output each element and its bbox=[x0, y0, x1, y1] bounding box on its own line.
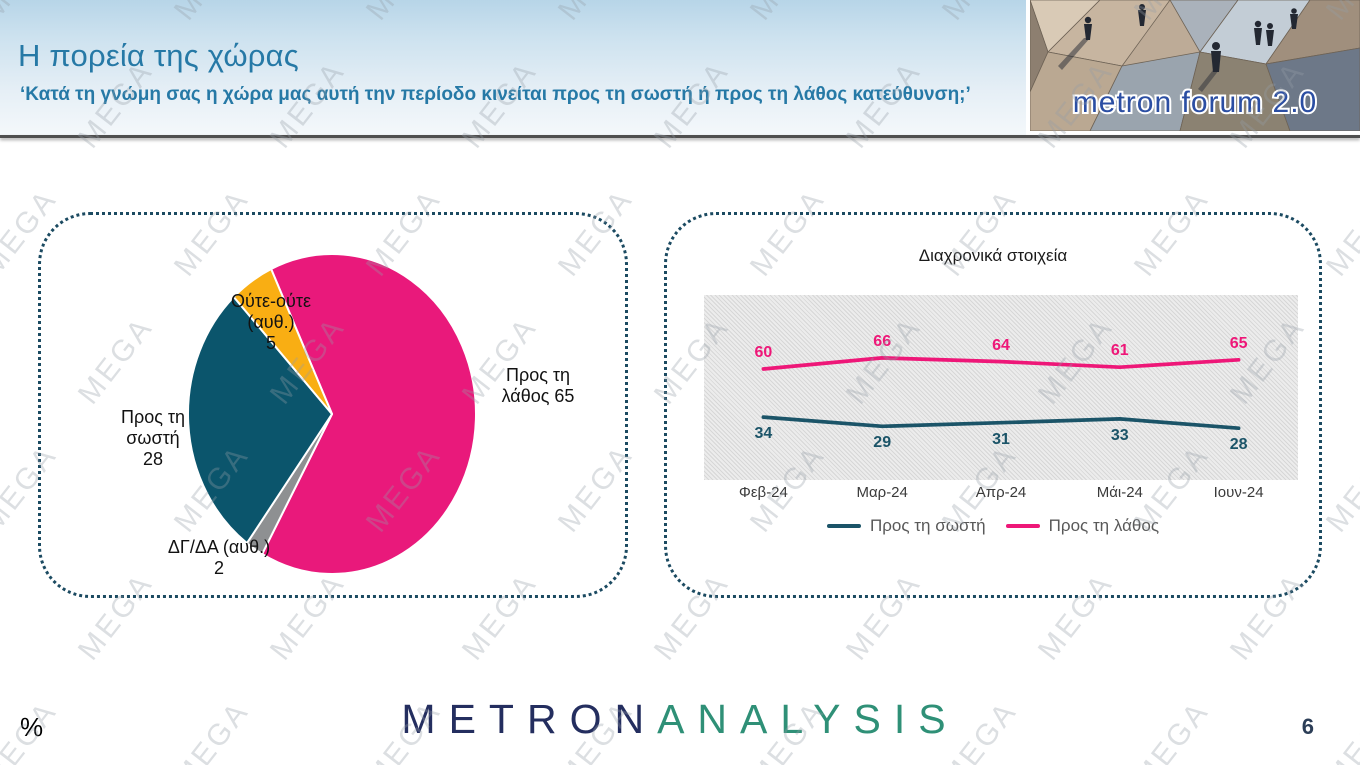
pie-label-lathos: Προς τη λάθος 65 bbox=[501, 365, 575, 406]
legend-line-lathos-icon bbox=[1005, 524, 1040, 528]
x-axis-tick-label: Απρ-24 bbox=[975, 484, 1027, 501]
metron-analysis-logo: METRONANALYSIS bbox=[0, 696, 1360, 743]
x-axis-tick-label: Μαρ-24 bbox=[856, 484, 908, 501]
pie-chart bbox=[185, 251, 479, 577]
legend-label-sosti: Προς τη σωστή bbox=[869, 516, 986, 535]
data-point-label: 28 bbox=[1229, 436, 1248, 454]
pie-panel: Ούτε-ούτε (αυθ.) 5 Προς τη λάθος 65 Προς… bbox=[38, 212, 628, 598]
plaza-photo: metron forum 2.0 bbox=[1030, 0, 1360, 131]
brand-analysis: ANALYSIS bbox=[657, 696, 959, 742]
percent-label: % bbox=[20, 712, 44, 742]
pie-slice bbox=[232, 267, 333, 415]
x-axis-tick-label: Ιουν-24 bbox=[1213, 484, 1264, 501]
page-number: 6 bbox=[1301, 714, 1314, 739]
legend-item-sosti: Προς τη σωστή bbox=[826, 516, 986, 536]
legend-label-lathos: Προς τη λάθος bbox=[1048, 516, 1160, 535]
metron-forum-logo: metron forum 2.0 bbox=[1026, 0, 1360, 135]
data-point-label: 33 bbox=[1110, 426, 1129, 444]
pie-slice bbox=[187, 295, 333, 545]
pie-slice bbox=[261, 253, 477, 575]
metron-forum-text: metron forum 2.0 bbox=[1073, 86, 1317, 119]
data-point-label: 31 bbox=[992, 430, 1010, 448]
data-point-label: 66 bbox=[873, 332, 892, 350]
data-point-label: 29 bbox=[873, 434, 892, 452]
page-title: Η πορεία της χώρας bbox=[18, 38, 299, 73]
watermark-text: MEGA bbox=[1319, 438, 1360, 539]
data-point-label: 64 bbox=[992, 336, 1010, 354]
line-plot: 34 29 31 33 28 60 66 64 61 65 bbox=[704, 295, 1298, 480]
legend: Προς τη σωστή Προς τη λάθος bbox=[667, 516, 1319, 536]
data-point-label: 60 bbox=[754, 344, 773, 361]
legend-item-lathos: Προς τη λάθος bbox=[1005, 516, 1160, 536]
line-chart-title: Διαχρονικά στοιχεία bbox=[918, 246, 1068, 265]
data-point-label: 34 bbox=[754, 425, 773, 443]
series-line bbox=[761, 415, 1241, 431]
header: Η πορεία της χώρας ‘Κατά τη γνώμη σας η … bbox=[0, 0, 1360, 135]
data-point-label: 61 bbox=[1110, 342, 1129, 360]
line-svg bbox=[761, 356, 1241, 431]
series-line bbox=[761, 356, 1241, 371]
data-point-label: 65 bbox=[1229, 334, 1248, 352]
x-axis-tick-label: Φεβ-24 bbox=[738, 484, 788, 501]
watermark-text: MEGA bbox=[1319, 182, 1360, 283]
pie-label-oute: Ούτε-ούτε (αυθ.) 5 bbox=[231, 291, 311, 353]
pie-svg bbox=[187, 253, 477, 575]
person-silhouettes bbox=[1058, 4, 1298, 92]
brand-metron: METRON bbox=[401, 696, 658, 742]
page-subtitle: ‘Κατά τη γνώμη σας η χώρα μας αυτή την π… bbox=[20, 84, 971, 105]
legend-line-sosti-icon bbox=[826, 524, 861, 528]
x-axis-tick-label: Μάι-24 bbox=[1096, 484, 1143, 501]
line-panel: Διαχρονικά στοιχεία 34 29 31 33 28 60 66 64 61 65… bbox=[664, 212, 1322, 598]
x-axis-labels: Φεβ-24 Μαρ-24 Απρ-24 Μάι-24 Ιουν-24 bbox=[704, 484, 1298, 504]
pie-label-sosti: Προς τη σωστή 28 bbox=[120, 407, 186, 469]
header-divider bbox=[0, 135, 1360, 138]
pie-label-dgda: ΔΓ/ΔΑ (αυθ.) 2 bbox=[167, 537, 271, 578]
